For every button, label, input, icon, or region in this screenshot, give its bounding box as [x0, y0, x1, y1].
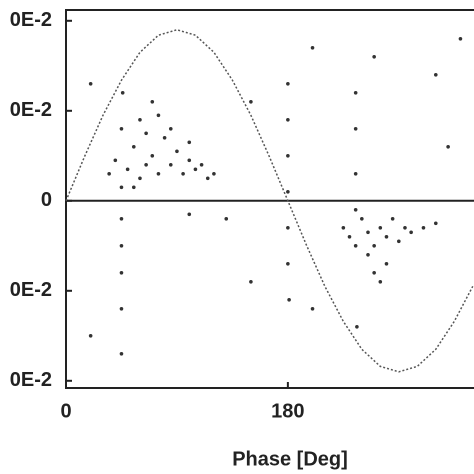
- point: [446, 145, 450, 149]
- point: [119, 127, 124, 131]
- point: [175, 149, 179, 154]
- point: [286, 154, 290, 158]
- point: [249, 280, 253, 284]
- point: [421, 226, 426, 230]
- point: [286, 118, 290, 122]
- point: [119, 307, 124, 311]
- point: [372, 271, 376, 275]
- point: [372, 244, 376, 248]
- y-tick-label: 0E-2: [10, 369, 52, 391]
- point: [366, 230, 370, 235]
- point: [88, 334, 93, 338]
- point: [138, 176, 142, 181]
- point: [360, 217, 364, 221]
- point: [120, 91, 125, 95]
- point: [341, 226, 346, 230]
- x-tick-label: 0: [60, 400, 71, 422]
- point: [384, 235, 389, 239]
- point: [119, 244, 124, 248]
- point: [125, 167, 130, 172]
- point: [310, 46, 315, 50]
- point: [366, 253, 370, 257]
- point: [138, 118, 142, 122]
- point: [372, 55, 376, 59]
- x-tick-label: 180: [271, 400, 304, 422]
- point: [287, 298, 291, 302]
- point: [193, 167, 198, 172]
- point: [162, 136, 167, 140]
- point: [131, 185, 136, 190]
- point: [433, 73, 438, 77]
- point: [249, 100, 253, 104]
- point: [199, 163, 204, 167]
- y-tick-label: 0: [41, 189, 52, 211]
- point: [286, 82, 290, 86]
- point: [347, 235, 352, 239]
- point: [458, 37, 463, 41]
- point: [353, 244, 358, 248]
- point: [119, 271, 124, 275]
- point: [181, 172, 185, 176]
- x-axis-label: Phase [Deg]: [232, 448, 348, 470]
- point: [224, 217, 229, 221]
- point: [119, 217, 124, 221]
- point: [156, 172, 161, 176]
- point: [119, 352, 124, 356]
- point: [355, 325, 359, 329]
- point: [378, 226, 383, 230]
- point: [353, 127, 358, 131]
- point: [212, 172, 216, 176]
- point: [397, 239, 401, 244]
- point: [353, 208, 358, 212]
- point: [353, 91, 358, 95]
- point: [286, 190, 290, 194]
- y-tick-label: 0E-2: [10, 9, 52, 31]
- point: [409, 230, 413, 235]
- point: [187, 212, 192, 217]
- point: [286, 262, 290, 266]
- voltage-curve: [65, 29, 474, 373]
- point: [205, 176, 210, 181]
- point: [384, 262, 389, 266]
- point: [88, 82, 93, 86]
- point: [168, 163, 173, 167]
- point: [310, 307, 315, 311]
- point: [131, 145, 136, 149]
- point: [107, 172, 111, 176]
- point: [113, 158, 118, 163]
- plot-frame: [65, 9, 474, 389]
- point: [433, 221, 438, 226]
- y-tick-label: 0E-2: [10, 99, 52, 121]
- point: [150, 154, 155, 158]
- point: [286, 226, 290, 230]
- point: [353, 172, 358, 176]
- point: [144, 163, 148, 167]
- point: [144, 131, 148, 136]
- point: [403, 226, 407, 230]
- point: [187, 140, 192, 145]
- point: [390, 217, 395, 221]
- point: [187, 158, 192, 163]
- point: [378, 280, 383, 284]
- point: [156, 113, 161, 118]
- point: [119, 185, 124, 190]
- y-tick-label: 0E-2: [10, 279, 52, 301]
- point: [168, 127, 173, 131]
- point: [150, 100, 155, 104]
